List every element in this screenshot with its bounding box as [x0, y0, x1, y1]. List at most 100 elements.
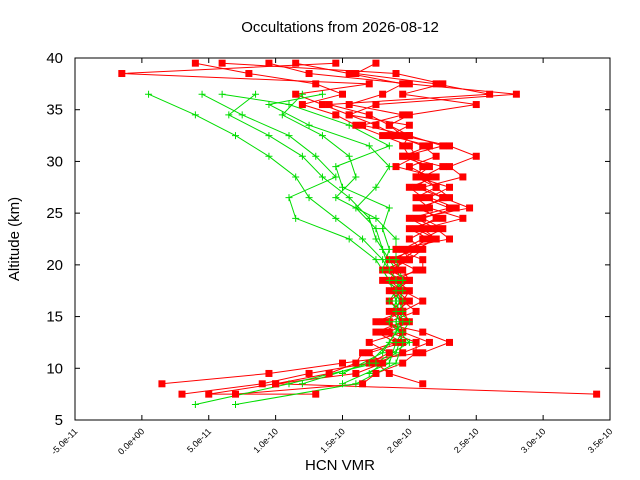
- data-point-square: [412, 266, 420, 274]
- data-point-square: [379, 276, 387, 284]
- data-point-square: [419, 142, 427, 150]
- data-point-square: [446, 204, 453, 212]
- data-point-plus: [385, 256, 393, 264]
- data-point-plus: [318, 132, 326, 140]
- data-point-plus: [339, 380, 346, 388]
- data-point-square: [405, 142, 413, 150]
- data-point-square: [365, 349, 373, 357]
- data-point-square: [118, 70, 126, 78]
- data-point-square: [472, 101, 480, 109]
- data-point-plus: [345, 152, 353, 160]
- data-point-plus: [379, 225, 387, 233]
- y-tick-label: 15: [46, 309, 63, 326]
- data-point-square: [205, 390, 213, 398]
- data-point-plus: [399, 287, 407, 295]
- data-point-plus: [359, 235, 367, 243]
- data-point-square: [412, 338, 420, 346]
- data-point-plus: [392, 338, 400, 346]
- data-point-square: [405, 163, 413, 171]
- data-point-plus: [232, 132, 239, 140]
- data-point-square: [379, 132, 387, 140]
- data-point-square: [392, 245, 400, 253]
- data-point-square: [419, 183, 427, 191]
- x-tick-label: 2.0e-10: [385, 426, 414, 455]
- data-point-square: [399, 359, 407, 367]
- data-point-square: [191, 59, 199, 67]
- data-point-square: [419, 266, 427, 274]
- data-point-plus: [198, 90, 206, 98]
- data-point-plus: [372, 183, 380, 191]
- data-point-plus: [385, 142, 393, 150]
- data-point-square: [405, 80, 413, 88]
- data-point-square: [446, 235, 453, 243]
- data-point-plus: [285, 380, 293, 388]
- data-point-plus: [265, 152, 273, 160]
- data-point-square: [352, 359, 360, 367]
- data-point-plus: [332, 163, 340, 171]
- data-point-square: [339, 359, 346, 367]
- data-point-square: [372, 59, 380, 67]
- data-point-square: [385, 132, 393, 140]
- data-point-plus: [278, 111, 286, 119]
- data-point-square: [425, 163, 433, 171]
- data-point-plus: [399, 276, 407, 284]
- data-point-square: [392, 70, 400, 78]
- data-point-square: [425, 142, 433, 150]
- data-point-plus: [145, 90, 153, 98]
- data-point-square: [446, 183, 453, 191]
- data-point-plus: [385, 297, 393, 305]
- y-tick-label: 20: [46, 257, 63, 274]
- data-point-square: [265, 369, 273, 377]
- data-point-plus: [305, 121, 313, 129]
- data-point-square: [459, 214, 467, 222]
- data-point-square: [419, 214, 427, 222]
- data-point-square: [472, 152, 480, 160]
- data-point-square: [412, 194, 420, 202]
- data-point-plus: [372, 214, 380, 222]
- x-tick-label: 3.5e-10: [586, 426, 615, 455]
- data-point-square: [399, 80, 407, 88]
- data-point-square: [399, 111, 407, 119]
- data-point-square: [439, 80, 447, 88]
- data-point-square: [352, 369, 360, 377]
- data-point-square: [425, 235, 433, 243]
- data-point-plus: [399, 338, 407, 346]
- data-point-square: [425, 194, 433, 202]
- data-point-square: [399, 245, 407, 253]
- data-point-square: [325, 101, 333, 109]
- data-point-square: [312, 390, 320, 398]
- data-point-plus: [232, 400, 239, 408]
- data-point-square: [292, 90, 300, 98]
- data-point-square: [399, 90, 407, 98]
- data-point-square: [365, 80, 373, 88]
- data-point-square: [419, 328, 427, 336]
- x-tick-label: 1.5e-10: [318, 426, 347, 455]
- data-point-plus: [392, 287, 400, 295]
- data-point-plus: [392, 276, 400, 284]
- data-point-square: [399, 256, 407, 264]
- data-point-plus: [365, 142, 373, 150]
- data-point-plus: [385, 245, 393, 253]
- data-point-square: [379, 318, 387, 326]
- data-point-square: [432, 225, 440, 233]
- data-point-plus: [285, 194, 293, 202]
- data-point-plus: [399, 297, 407, 305]
- data-point-plus: [292, 173, 300, 181]
- x-axis: -5.0e-11 0.0e+00 5.0e-11 1.0e-10 1.5e-10 2.0e…: [49, 58, 614, 457]
- data-point-plus: [285, 132, 293, 140]
- data-point-square: [178, 390, 186, 398]
- data-point-square: [419, 173, 427, 181]
- data-point-square: [419, 380, 427, 388]
- data-point-plus: [379, 256, 387, 264]
- y-tick-label: 35: [46, 102, 63, 119]
- data-point-plus: [385, 318, 393, 326]
- data-point-square: [292, 59, 300, 67]
- data-point-plus: [379, 266, 387, 274]
- series-green-line: [195, 93, 411, 405]
- data-point-plus: [392, 256, 400, 264]
- data-point-square: [158, 380, 166, 388]
- data-point-plus: [392, 235, 400, 243]
- data-point-plus: [332, 214, 340, 222]
- data-point-square: [419, 245, 427, 253]
- data-point-square: [412, 183, 420, 191]
